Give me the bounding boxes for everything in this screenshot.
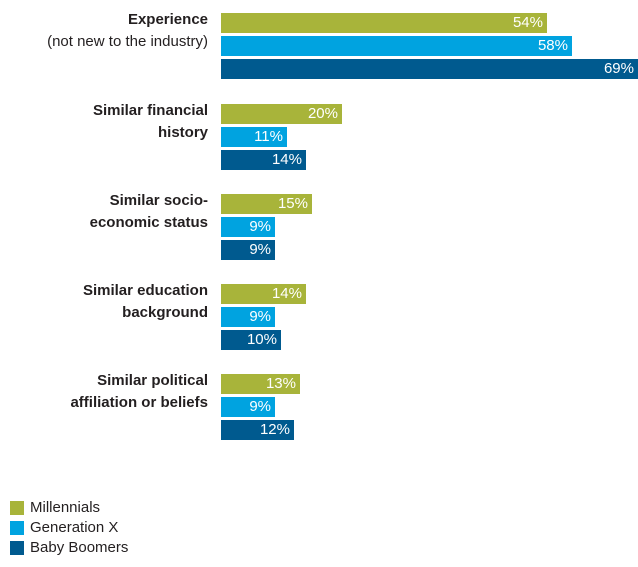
legend-label: Generation X bbox=[30, 519, 119, 536]
bar bbox=[221, 13, 547, 33]
bar bbox=[221, 374, 300, 394]
category-label-line: Similar financial bbox=[92, 102, 208, 119]
bar bbox=[221, 397, 275, 417]
category-label-line: Similar political bbox=[97, 372, 208, 389]
legend-swatch bbox=[10, 541, 24, 555]
bar bbox=[221, 150, 306, 170]
category-subtitle: (not new to the industry) bbox=[47, 33, 208, 50]
bar-value-label: 69% bbox=[603, 60, 634, 77]
legend: Millennials Generation X Baby Boomers bbox=[10, 498, 128, 558]
category-label-line: background bbox=[122, 304, 208, 321]
bar bbox=[221, 420, 294, 440]
bar bbox=[221, 330, 281, 350]
bar-value-label: 14% bbox=[271, 151, 302, 168]
legend-label: Millennials bbox=[30, 499, 101, 516]
bar-value-label: 9% bbox=[249, 241, 271, 258]
bar-value-label: 58% bbox=[537, 37, 568, 54]
legend-item: Baby Boomers bbox=[10, 538, 128, 558]
legend-swatch bbox=[10, 501, 24, 515]
legend-label: Baby Boomers bbox=[30, 539, 129, 556]
bar-value-label: 20% bbox=[307, 105, 338, 122]
category-label-line: Similar education bbox=[82, 282, 208, 299]
bar-value-label: 14% bbox=[271, 285, 302, 302]
legend-item: Generation X bbox=[10, 518, 128, 538]
bar bbox=[221, 194, 312, 214]
legend-item: Millennials bbox=[10, 498, 128, 518]
category-label: Similar political affiliation or beliefs bbox=[0, 370, 208, 414]
category-label: Similar education background bbox=[0, 280, 208, 324]
bar-chart: Experience (not new to the industry) 54% 58… bbox=[0, 9, 638, 440]
category-label-line: history bbox=[157, 124, 208, 141]
bar bbox=[221, 104, 342, 124]
bar bbox=[221, 284, 306, 304]
bar bbox=[221, 36, 572, 56]
category-label-line: affiliation or beliefs bbox=[70, 394, 208, 411]
bar-value-label: 9% bbox=[249, 218, 271, 235]
bar bbox=[221, 240, 275, 260]
bar-value-label: 15% bbox=[277, 195, 308, 212]
bar bbox=[221, 127, 287, 147]
bar-value-label: 9% bbox=[249, 308, 271, 325]
bar bbox=[221, 217, 275, 237]
category-label: Similar financial history bbox=[0, 100, 208, 144]
bar-value-label: 12% bbox=[259, 421, 290, 438]
legend-swatch bbox=[10, 521, 24, 535]
bar-value-label: 10% bbox=[246, 331, 277, 348]
bar-value-label: 11% bbox=[254, 128, 283, 145]
category-label-line: Experience bbox=[127, 11, 208, 28]
bar-value-label: 54% bbox=[512, 14, 543, 31]
bar-value-label: 13% bbox=[265, 375, 296, 392]
category-label: Similar socio-economic status bbox=[0, 190, 208, 234]
bar bbox=[221, 59, 638, 79]
category-label: Experience (not new to the industry) bbox=[0, 9, 208, 53]
category-label-line: economic status bbox=[89, 214, 208, 231]
bar bbox=[221, 307, 275, 327]
bar-value-label: 9% bbox=[249, 398, 271, 415]
category-label-line: Similar socio- bbox=[109, 192, 208, 209]
